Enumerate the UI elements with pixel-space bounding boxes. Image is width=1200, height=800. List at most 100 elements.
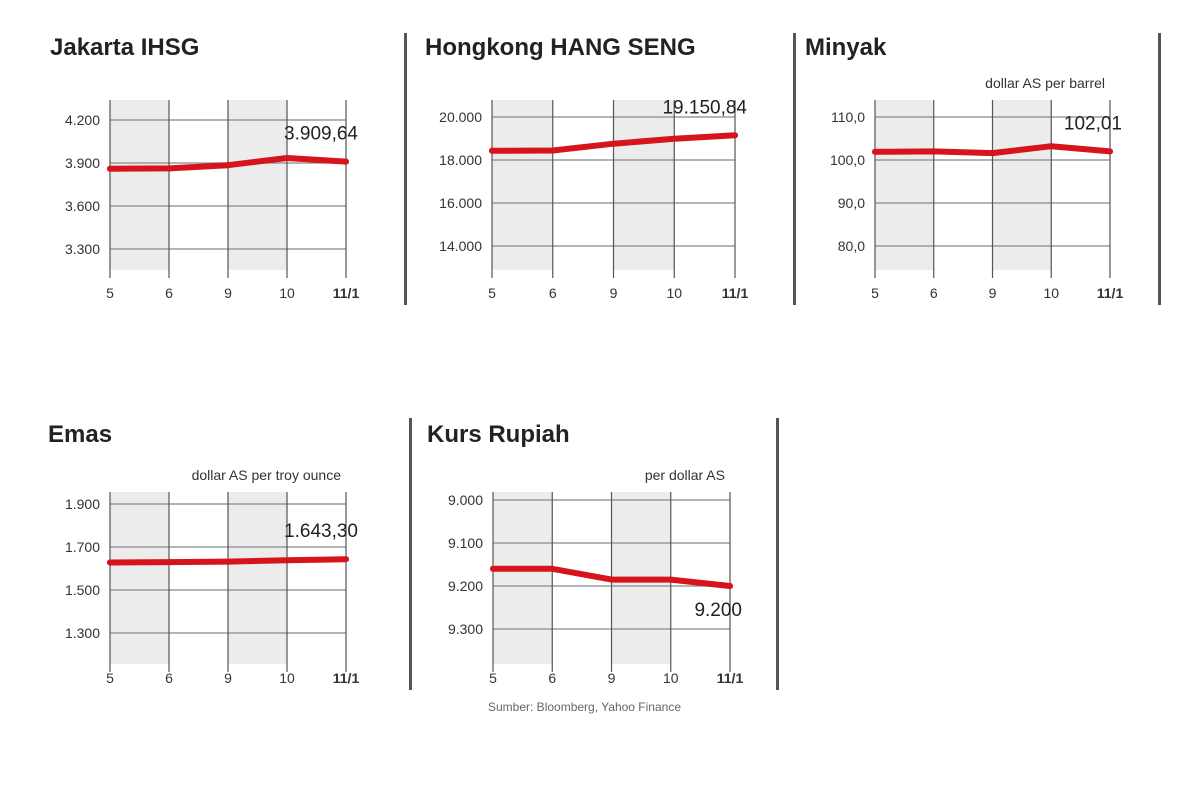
emas-xtick-1: 6 bbox=[165, 670, 173, 686]
hongkong-hang-seng-last-value-label: 19.150,84 bbox=[662, 97, 747, 118]
minyak-point-4 bbox=[1107, 148, 1113, 155]
kurs-rupiah-point-4 bbox=[727, 583, 733, 589]
panel-kurs-rupiah: Kurs Rupiah per dollar AS 9.000 9.100 9.200 9… bbox=[410, 400, 790, 720]
jakarta-ihsg-point-2 bbox=[225, 162, 231, 169]
hongkong-hang-seng-point-4 bbox=[732, 132, 738, 139]
jakarta-ihsg-shade-0 bbox=[110, 100, 169, 270]
jakarta-ihsg-ytick-3: 3.300 bbox=[65, 241, 100, 257]
jakarta-ihsg-shade-2 bbox=[228, 100, 287, 270]
hongkong-hang-seng-xtick-4: 11/1 bbox=[722, 285, 749, 301]
kurs-rupiah-xtick-0: 5 bbox=[489, 670, 497, 686]
kurs-rupiah-xtick-1: 6 bbox=[548, 670, 556, 686]
kurs-rupiah-title: Kurs Rupiah bbox=[427, 421, 570, 448]
emas-ytick-1: 1.700 bbox=[65, 539, 100, 555]
panel-minyak: Minyak dollar AS per barrel 110,0 100,0 90,0… bbox=[795, 0, 1195, 340]
hongkong-hang-seng-ytick-3: 14.000 bbox=[439, 238, 482, 254]
jakarta-ihsg-point-3 bbox=[284, 154, 290, 161]
hongkong-hang-seng-shade-2 bbox=[613, 100, 675, 270]
emas-xtick-3: 10 bbox=[279, 670, 295, 686]
minyak-shade-0 bbox=[875, 100, 934, 270]
hongkong-hang-seng-point-2 bbox=[610, 140, 617, 147]
jakarta-ihsg-ytick-1: 3.900 bbox=[65, 155, 100, 171]
emas-shade-0 bbox=[110, 492, 169, 664]
emas-point-2 bbox=[225, 558, 231, 565]
jakarta-ihsg-title: Jakarta IHSG bbox=[50, 34, 199, 61]
panel-emas: Emas dollar AS per troy ounce 1.900 1.700 1.… bbox=[0, 400, 400, 720]
minyak-xtick-3: 10 bbox=[1043, 285, 1059, 301]
hongkong-hang-seng-title: Hongkong HANG SENG bbox=[425, 34, 696, 61]
jakarta-ihsg-xtick-2: 9 bbox=[224, 285, 232, 301]
minyak-xtick-2: 9 bbox=[989, 285, 997, 301]
minyak-unit-label: dollar AS per barrel bbox=[985, 75, 1105, 91]
hongkong-hang-seng-point-1 bbox=[549, 147, 556, 154]
jakarta-ihsg-ytick-0: 4.200 bbox=[65, 112, 100, 128]
jakarta-ihsg-ytick-2: 3.600 bbox=[65, 198, 100, 214]
divider-1 bbox=[404, 33, 407, 305]
minyak-ytick-3: 80,0 bbox=[838, 238, 865, 254]
kurs-rupiah-ytick-3: 9.300 bbox=[448, 621, 483, 637]
jakarta-ihsg-point-0 bbox=[107, 165, 113, 172]
minyak-xtick-1: 6 bbox=[930, 285, 938, 301]
kurs-rupiah-point-1 bbox=[549, 565, 556, 572]
kurs-rupiah-xtick-3: 10 bbox=[663, 670, 679, 686]
divider-3 bbox=[1158, 33, 1161, 305]
emas-ytick-0: 1.900 bbox=[65, 496, 100, 512]
hongkong-hang-seng-xtick-1: 6 bbox=[549, 285, 557, 301]
hongkong-hang-seng-ytick-2: 16.000 bbox=[439, 195, 482, 211]
kurs-rupiah-point-3 bbox=[667, 576, 674, 583]
divider-5 bbox=[776, 418, 779, 690]
kurs-rupiah-ytick-1: 9.100 bbox=[448, 535, 483, 551]
kurs-rupiah-point-0 bbox=[490, 565, 496, 572]
emas-last-value-label: 1.643,30 bbox=[284, 521, 358, 542]
chart-jakarta-ihsg: Jakarta IHSG 4.200 3.900 3.600 3.300 5 6 9 10 11/… bbox=[50, 34, 360, 301]
minyak-ytick-0: 110,0 bbox=[831, 109, 865, 125]
hongkong-hang-seng-point-3 bbox=[671, 135, 678, 142]
emas-point-4 bbox=[343, 556, 349, 563]
jakarta-ihsg-xtick-3: 10 bbox=[279, 285, 295, 301]
minyak-point-1 bbox=[930, 148, 937, 155]
chart-minyak: Minyak dollar AS per barrel 110,0 100,0 90,0… bbox=[805, 34, 1124, 301]
kurs-rupiah-point-2 bbox=[608, 576, 615, 583]
minyak-xtick-0: 5 bbox=[871, 285, 879, 301]
divider-2 bbox=[793, 33, 796, 305]
emas-unit-label: dollar AS per troy ounce bbox=[192, 467, 342, 483]
jakarta-ihsg-last-value-label: 3.909,64 bbox=[284, 124, 358, 145]
emas-point-0 bbox=[107, 559, 113, 566]
jakarta-ihsg-xtick-1: 6 bbox=[165, 285, 173, 301]
hongkong-hang-seng-point-0 bbox=[489, 147, 495, 154]
minyak-point-2 bbox=[989, 150, 996, 157]
kurs-rupiah-xtick-2: 9 bbox=[608, 670, 616, 686]
chart-hongkong-hangseng: Hongkong HANG SENG 20.000 18.000 16.000 14.0… bbox=[425, 34, 749, 301]
emas-shade-2 bbox=[228, 492, 287, 664]
panel-hongkong-hangseng: Hongkong HANG SENG 20.000 18.000 16.000 14.0… bbox=[400, 0, 795, 340]
minyak-point-0 bbox=[872, 148, 878, 155]
emas-point-1 bbox=[166, 559, 172, 566]
chart-emas: Emas dollar AS per troy ounce 1.900 1.700 1.… bbox=[48, 421, 359, 686]
hongkong-hang-seng-xtick-3: 10 bbox=[666, 285, 682, 301]
jakarta-ihsg-xtick-4: 11/1 bbox=[333, 285, 360, 301]
hongkong-hang-seng-ytick-0: 20.000 bbox=[439, 109, 482, 125]
source-note: Sumber: Bloomberg, Yahoo Finance bbox=[488, 700, 682, 714]
jakarta-ihsg-xtick-0: 5 bbox=[106, 285, 114, 301]
kurs-rupiah-last-value-label: 9.200 bbox=[694, 600, 742, 621]
emas-title: Emas bbox=[48, 421, 112, 448]
emas-xtick-2: 9 bbox=[224, 670, 232, 686]
kurs-rupiah-xtick-4: 11/1 bbox=[717, 670, 744, 686]
kurs-rupiah-unit-label: per dollar AS bbox=[645, 467, 725, 483]
minyak-title: Minyak bbox=[805, 34, 887, 61]
kurs-rupiah-ytick-0: 9.000 bbox=[448, 492, 483, 508]
jakarta-ihsg-point-4 bbox=[343, 158, 349, 165]
panel-jakarta-ihsg: Jakarta IHSG 4.200 3.900 3.600 3.300 5 6 9 10 11/… bbox=[0, 0, 400, 340]
hongkong-hang-seng-ytick-1: 18.000 bbox=[439, 152, 482, 168]
emas-xtick-0: 5 bbox=[106, 670, 114, 686]
emas-ytick-3: 1.300 bbox=[65, 625, 100, 641]
chart-kurs-rupiah: Kurs Rupiah per dollar AS 9.000 9.100 9.200 9… bbox=[427, 421, 744, 686]
minyak-shade-2 bbox=[992, 100, 1052, 270]
hongkong-hang-seng-xtick-2: 9 bbox=[610, 285, 618, 301]
minyak-ytick-2: 90,0 bbox=[838, 195, 865, 211]
minyak-xtick-4: 11/1 bbox=[1097, 285, 1124, 301]
emas-point-3 bbox=[284, 557, 290, 564]
divider-4 bbox=[409, 418, 412, 690]
minyak-last-value-label: 102,01 bbox=[1064, 113, 1122, 134]
kurs-rupiah-shade-0 bbox=[493, 492, 553, 664]
